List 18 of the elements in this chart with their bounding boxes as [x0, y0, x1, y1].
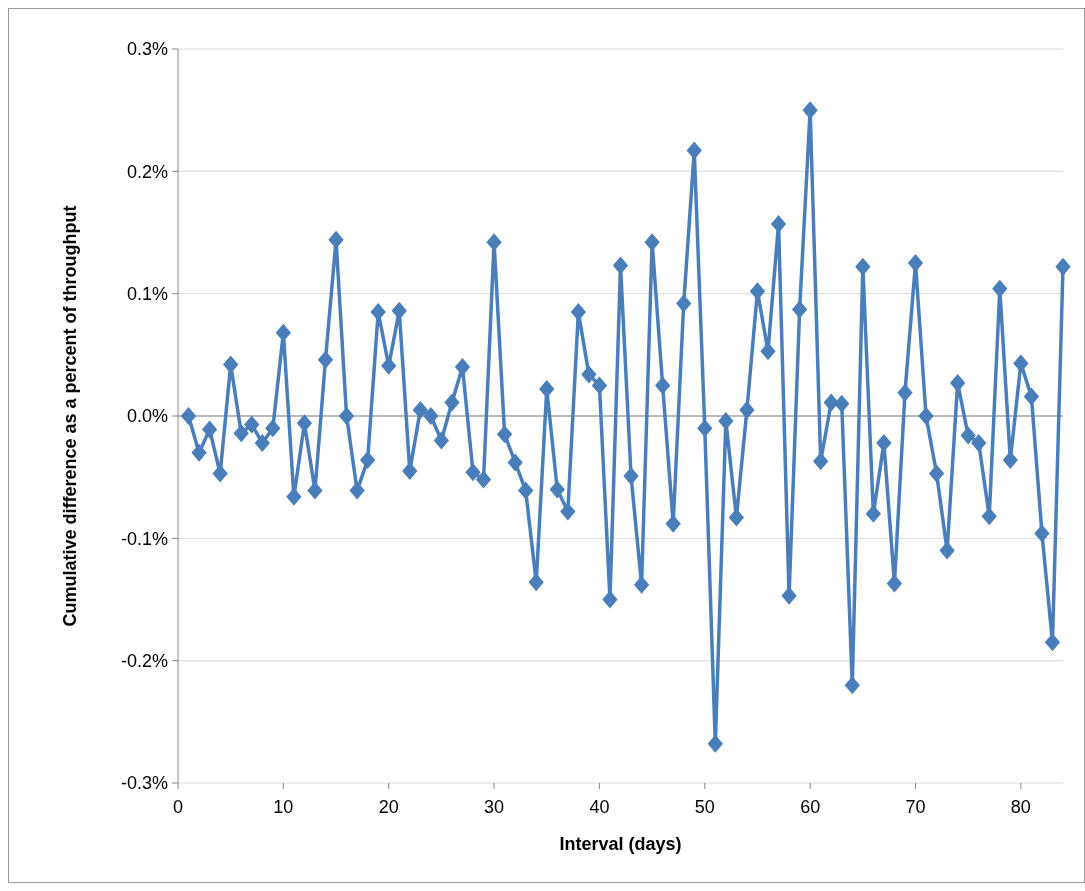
y-tick-label: 0.2%	[126, 161, 168, 182]
y-tick-label: 0.1%	[126, 283, 168, 304]
y-tick-label: -0.1%	[120, 528, 168, 549]
x-tick-label: 0	[172, 797, 184, 817]
x-tick-label: 30	[484, 797, 505, 817]
y-tick-label: -0.2%	[120, 650, 168, 671]
x-tick-label: 10	[273, 797, 294, 817]
x-tick-label: 20	[378, 797, 399, 817]
x-tick-label: 80	[1010, 797, 1031, 817]
x-tick-label: 50	[694, 797, 715, 817]
y-tick-label: 0.0%	[126, 406, 168, 427]
y-tick-label: 0.3%	[126, 39, 168, 60]
x-tick-label: 70	[905, 797, 926, 817]
x-tick-label: 40	[589, 797, 610, 817]
x-axis-title: Interval (days)	[559, 834, 682, 854]
y-axis-title: Cumulative difference as a percent of throughput	[60, 205, 80, 627]
x-tick-label: 60	[800, 797, 821, 817]
y-tick-label: -0.3%	[120, 773, 168, 794]
